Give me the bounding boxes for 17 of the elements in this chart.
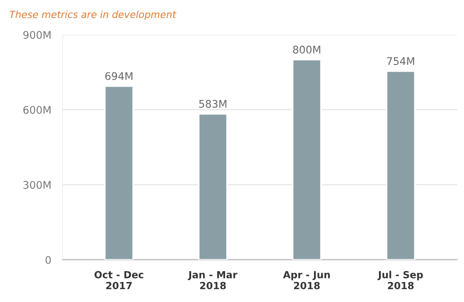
data-label: 754M [387, 57, 414, 66]
data-label: 694M [105, 72, 132, 80]
bar [198, 113, 228, 260]
data-label: 583M [199, 100, 226, 108]
bar [292, 59, 322, 260]
y-tick-label: 300M [23, 180, 51, 189]
bar [386, 70, 416, 260]
y-tick-label: 0 [46, 256, 51, 264]
data-label: 800M [293, 46, 320, 54]
x-tick-label: Jul - Sep 2018 [378, 270, 423, 290]
y-tick-label: 900M [23, 30, 51, 39]
x-tick-label: Jan - Mar 2018 [188, 271, 238, 290]
y-tick-label: 600M [23, 106, 51, 114]
x-tick-label: Apr - Jun 2018 [283, 271, 330, 290]
x-tick-label: Oct - Dec 2017 [94, 271, 144, 290]
bar [104, 86, 134, 260]
text: These metrics are in development [10, 10, 176, 20]
